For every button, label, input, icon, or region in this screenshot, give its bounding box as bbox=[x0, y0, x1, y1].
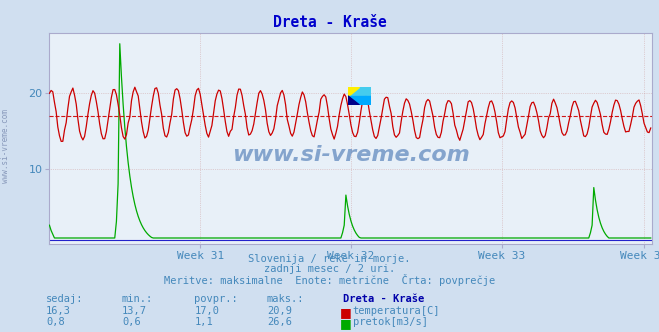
Polygon shape bbox=[348, 87, 359, 96]
Text: www.si-vreme.com: www.si-vreme.com bbox=[1, 109, 10, 183]
Text: pretok[m3/s]: pretok[m3/s] bbox=[353, 317, 428, 327]
Text: Dreta - Kraše: Dreta - Kraše bbox=[343, 294, 424, 304]
Text: min.:: min.: bbox=[122, 294, 153, 304]
Text: maks.:: maks.: bbox=[267, 294, 304, 304]
Text: 16,3: 16,3 bbox=[46, 306, 71, 316]
Text: 0,6: 0,6 bbox=[122, 317, 140, 327]
Text: 1,1: 1,1 bbox=[194, 317, 213, 327]
Text: 20,9: 20,9 bbox=[267, 306, 292, 316]
Text: Meritve: maksimalne  Enote: metrične  Črta: povprečje: Meritve: maksimalne Enote: metrične Črta… bbox=[164, 274, 495, 286]
Text: 13,7: 13,7 bbox=[122, 306, 147, 316]
Text: ■: ■ bbox=[339, 306, 351, 319]
Text: sedaj:: sedaj: bbox=[46, 294, 84, 304]
Text: ■: ■ bbox=[339, 317, 351, 330]
Text: temperatura[C]: temperatura[C] bbox=[353, 306, 440, 316]
Polygon shape bbox=[348, 96, 371, 105]
Text: 26,6: 26,6 bbox=[267, 317, 292, 327]
Text: 17,0: 17,0 bbox=[194, 306, 219, 316]
Text: Slovenija / reke in morje.: Slovenija / reke in morje. bbox=[248, 254, 411, 264]
Text: Dreta - Kraše: Dreta - Kraše bbox=[273, 15, 386, 30]
Text: www.si-vreme.com: www.si-vreme.com bbox=[232, 145, 470, 165]
Polygon shape bbox=[348, 87, 371, 96]
Text: zadnji mesec / 2 uri.: zadnji mesec / 2 uri. bbox=[264, 264, 395, 274]
Polygon shape bbox=[348, 96, 359, 105]
Text: 0,8: 0,8 bbox=[46, 317, 65, 327]
Text: povpr.:: povpr.: bbox=[194, 294, 238, 304]
